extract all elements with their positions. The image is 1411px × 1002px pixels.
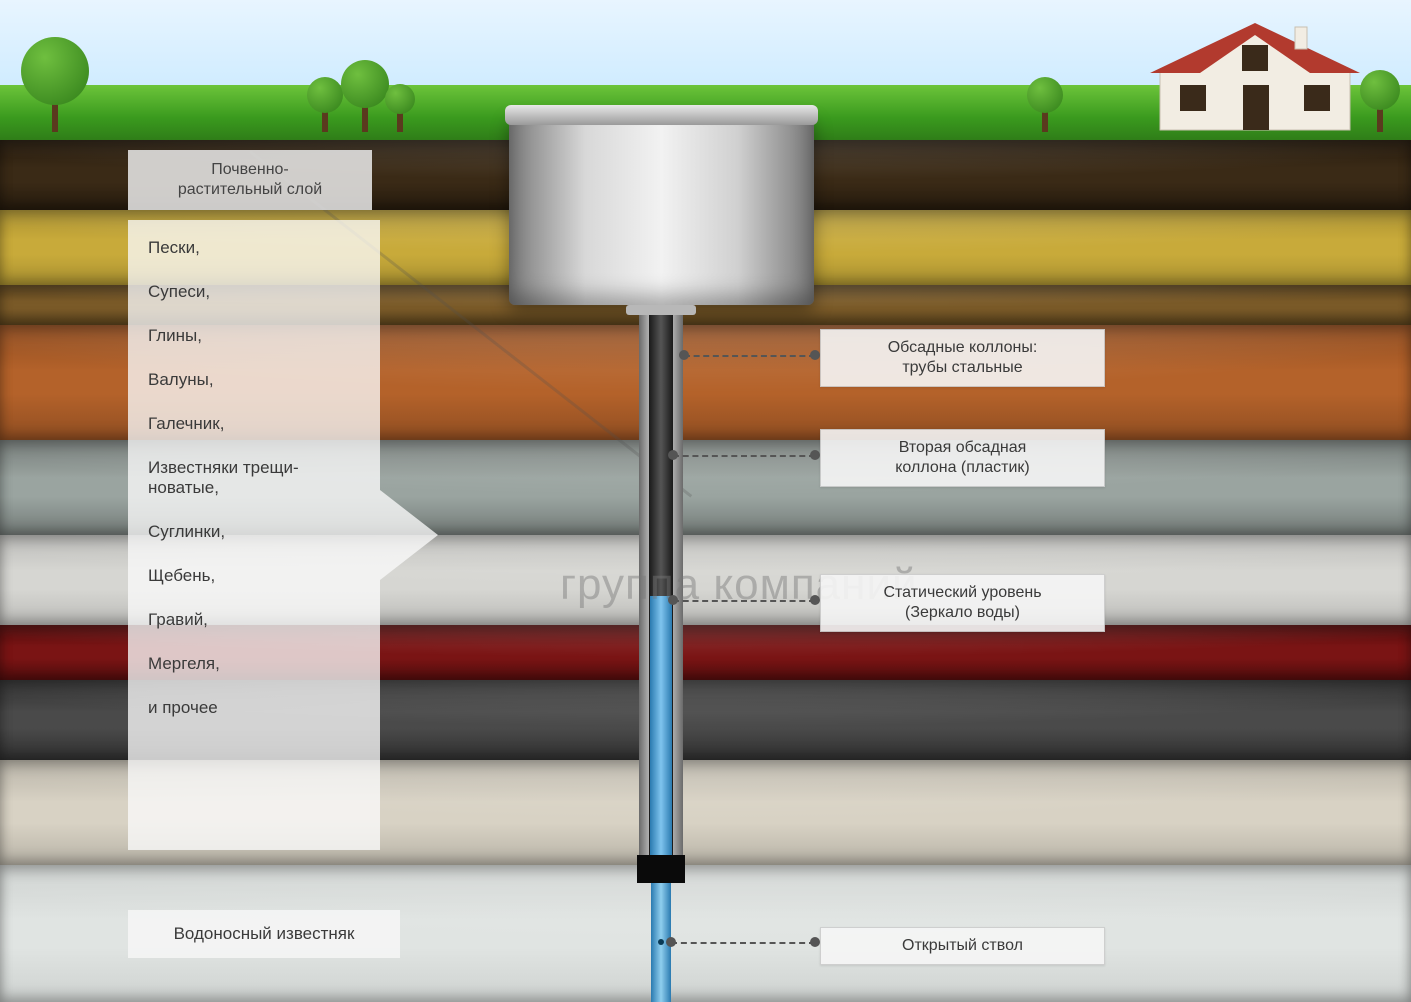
legend-item: Глины, xyxy=(148,326,360,346)
leader-dot xyxy=(679,350,689,360)
callout-line: Открытый ствол xyxy=(835,936,1090,956)
leader-dot xyxy=(810,350,820,360)
legend-item: Валуны, xyxy=(148,370,360,390)
leader-casing-steel xyxy=(684,355,815,357)
legend-bottom-label: Водоносный известняк xyxy=(128,910,400,958)
tree-icon xyxy=(1027,77,1063,132)
open-hole-port xyxy=(658,939,664,945)
legend-item: Мергеля, xyxy=(148,654,360,674)
legend-top-label: Почвенно-растительный слой xyxy=(128,150,372,210)
tree-icon xyxy=(385,84,415,132)
diagram-stage: группа компаний Обсадные коллоны:трубы с… xyxy=(0,0,1411,1002)
tree-icon xyxy=(21,37,89,132)
callout-line: Вторая обсадная xyxy=(835,438,1090,458)
leader-dot xyxy=(668,595,678,605)
flange xyxy=(626,305,696,315)
well-head-kesson xyxy=(509,115,814,305)
house-icon xyxy=(1140,15,1370,135)
legend-item: и прочее xyxy=(148,698,360,718)
legend-item: Щебень, xyxy=(148,566,360,586)
leader-dot xyxy=(668,450,678,460)
legend-top-line: растительный слой xyxy=(136,180,364,200)
legend-item: Гравий, xyxy=(148,610,360,630)
leader-open-hole xyxy=(671,942,815,944)
legend-item: Галечник, xyxy=(148,414,360,434)
callout-casing-steel: Обсадные коллоны:трубы стальные xyxy=(820,329,1105,387)
tree-icon xyxy=(341,60,389,132)
callout-line: (Зеркало воды) xyxy=(835,603,1090,623)
callout-static-level: Статический уровень(Зеркало воды) xyxy=(820,574,1105,632)
legend-top-line: Почвенно- xyxy=(136,160,364,180)
callout-open-hole: Открытый ствол xyxy=(820,927,1105,965)
leader-dot xyxy=(810,595,820,605)
leader-dot xyxy=(666,937,676,947)
legend-item: Супеси, xyxy=(148,282,360,302)
tree-icon xyxy=(307,77,343,132)
callout-line: трубы стальные xyxy=(835,358,1090,378)
legend-panel: Пески, Супеси, Глины, Валуны, Галечник, Извес… xyxy=(128,220,380,850)
leader-static-level xyxy=(673,600,815,602)
water-column xyxy=(650,596,672,862)
leader-casing-plastic xyxy=(673,455,815,457)
callout-line: Статический уровень xyxy=(835,583,1090,603)
callout-casing-plastic: Вторая обсаднаяколлона (пластик) xyxy=(820,429,1105,487)
leader-dot xyxy=(810,937,820,947)
callout-line: Обсадные коллоны: xyxy=(835,338,1090,358)
packer xyxy=(637,855,685,883)
leader-dot xyxy=(810,450,820,460)
callout-line: коллона (пластик) xyxy=(835,458,1090,478)
legend-item: Суглинки, xyxy=(148,522,360,542)
legend-item: Пески, xyxy=(148,238,360,258)
legend-item: Известняки трещи- новатые, xyxy=(148,458,360,498)
